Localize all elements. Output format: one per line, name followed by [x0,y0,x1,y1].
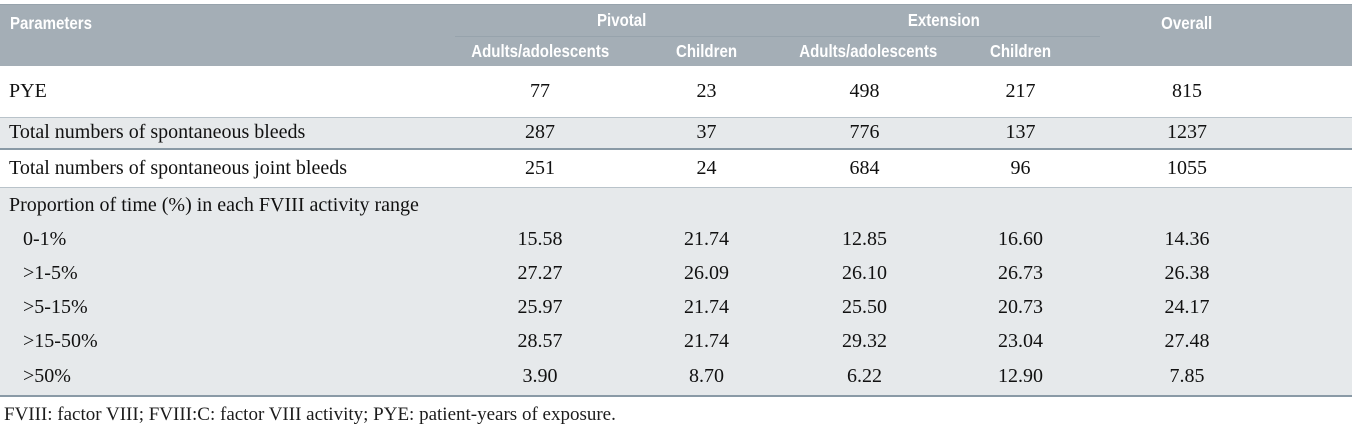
table-header: Parameters Pivotal Extension Overall Adu… [0,4,1352,66]
header-overall-label: Overall [1161,13,1213,33]
cell-value: 77 [530,79,550,102]
header-row-groups: Parameters Pivotal Extension Overall [0,4,1352,66]
table-row-range-0-1: 0-1% 15.58 21.74 12.85 16.60 14.36 [0,222,1352,257]
spacer-cell [1274,324,1352,359]
cell-value: 26.09 [625,256,789,291]
cell-value: 24 [696,156,717,179]
cell-value: 12.85 [788,222,942,257]
spacer-cell [1274,117,1352,150]
row-label: >50% [0,358,455,397]
cell-value [1100,187,1275,223]
header-spacer [1274,4,1352,66]
spacer-cell [1274,256,1352,291]
cell-value: 21.74 [625,222,789,257]
cell-value: 26.38 [1100,256,1275,291]
cell-value: 776 [788,117,942,150]
cell-value: 26.73 [941,256,1101,291]
cell-value: 287 [455,117,625,150]
cell-value: 8.70 [625,358,789,397]
cell-value: 20.73 [941,290,1101,325]
header-parameters: Parameters [0,4,455,66]
table-footnote: FVIII: factor VIII; FVIII:C: factor VIII… [4,403,616,425]
cell-value: 815 [1172,79,1203,102]
cell-value [941,187,1101,223]
header-group-pivotal: Pivotal [455,4,789,37]
header-extension-adults-label: Adults/adolescents [799,40,938,61]
header-row-subgroups: Adults/adolescents Children Adults/adole… [0,36,1352,66]
cell-value: 25.50 [788,290,942,325]
cell-value: 24.17 [1100,290,1275,325]
row-label: Total numbers of spontaneous bleeds [0,117,455,150]
table-row-range-15-50: >15-50% 28.57 21.74 29.32 23.04 27.48 [0,324,1352,359]
header-group-pivotal-label: Pivotal [596,10,647,30]
row-label: Proportion of time (%) in each FVIII act… [0,187,455,223]
row-label: >5-15% [0,290,455,325]
table-row-proportion-section: Proportion of time (%) in each FVIII act… [0,187,1352,223]
header-extension-children: Children [941,36,1101,66]
spacer-cell [1274,187,1352,223]
table-row-range-1-5: >1-5% 27.27 26.09 26.10 26.73 26.38 [0,256,1352,291]
spacer-cell [1274,222,1352,257]
row-label: PYE [9,79,47,102]
cell-value: 29.32 [788,324,942,359]
spacer-cell [1274,358,1352,397]
cell-value: 27.27 [455,256,625,291]
cell-value: 137 [941,117,1101,150]
table-row-range-50: >50% 3.90 8.70 6.22 12.90 7.85 [0,358,1352,397]
cell-value: 217 [1005,79,1036,102]
spacer-cell [1274,149,1352,188]
cell-value: 1055 [1167,156,1208,179]
cell-value: 25.97 [455,290,625,325]
spacer-cell [1274,66,1352,118]
cell-value: 23.04 [941,324,1101,359]
fviii-activity-table: Parameters Pivotal Extension Overall Adu… [0,4,1352,397]
cell-value: 15.58 [455,222,625,257]
cell-value: 27.48 [1100,324,1275,359]
cell-value: 1237 [1100,117,1275,150]
cell-value: 498 [849,79,880,102]
cell-value: 684 [849,156,880,179]
header-overall: Overall [1100,4,1275,66]
table-body: PYE 77 23 498 217 815 Total numbers of s… [0,66,1352,397]
cell-value: 7.85 [1100,358,1275,397]
cell-value: 96 [1010,156,1031,179]
cell-value: 251 [525,156,555,179]
row-label: 0-1% [0,222,455,257]
cell-value: 14.36 [1100,222,1275,257]
cell-value [788,187,942,223]
spacer-cell [1274,290,1352,325]
cell-value: 16.60 [941,222,1101,257]
table-row-spontaneous-bleeds: Total numbers of spontaneous bleeds 287 … [0,117,1352,150]
cell-value: 28.57 [455,324,625,359]
table-row-range-5-15: >5-15% 25.97 21.74 25.50 20.73 24.17 [0,290,1352,325]
header-extension-children-label: Children [990,40,1052,61]
cell-value: 23 [696,79,717,102]
cell-value: 21.74 [625,324,789,359]
header-pivotal-children: Children [625,36,789,66]
header-group-extension: Extension [788,4,1101,37]
cell-value: 21.74 [625,290,789,325]
cell-value: 3.90 [455,358,625,397]
header-parameters-label: Parameters [10,13,93,33]
cell-value: 37 [625,117,789,150]
cell-value [455,187,625,223]
cell-value: 26.10 [788,256,942,291]
table-row-pye: PYE 77 23 498 217 815 [0,66,1352,118]
table-row-spontaneous-joint-bleeds: Total numbers of spontaneous joint bleed… [0,149,1352,188]
cell-value: 12.90 [941,358,1101,397]
row-label: >15-50% [0,324,455,359]
row-label: >1-5% [0,256,455,291]
header-pivotal-children-label: Children [675,40,738,61]
header-pivotal-adults: Adults/adolescents [455,36,625,66]
header-group-extension-label: Extension [908,10,980,30]
header-extension-adults: Adults/adolescents [788,36,942,66]
cell-value [625,187,789,223]
cell-value: 6.22 [788,358,942,397]
row-label: Total numbers of spontaneous joint bleed… [9,156,347,179]
header-pivotal-adults-label: Adults/adolescents [470,40,610,61]
